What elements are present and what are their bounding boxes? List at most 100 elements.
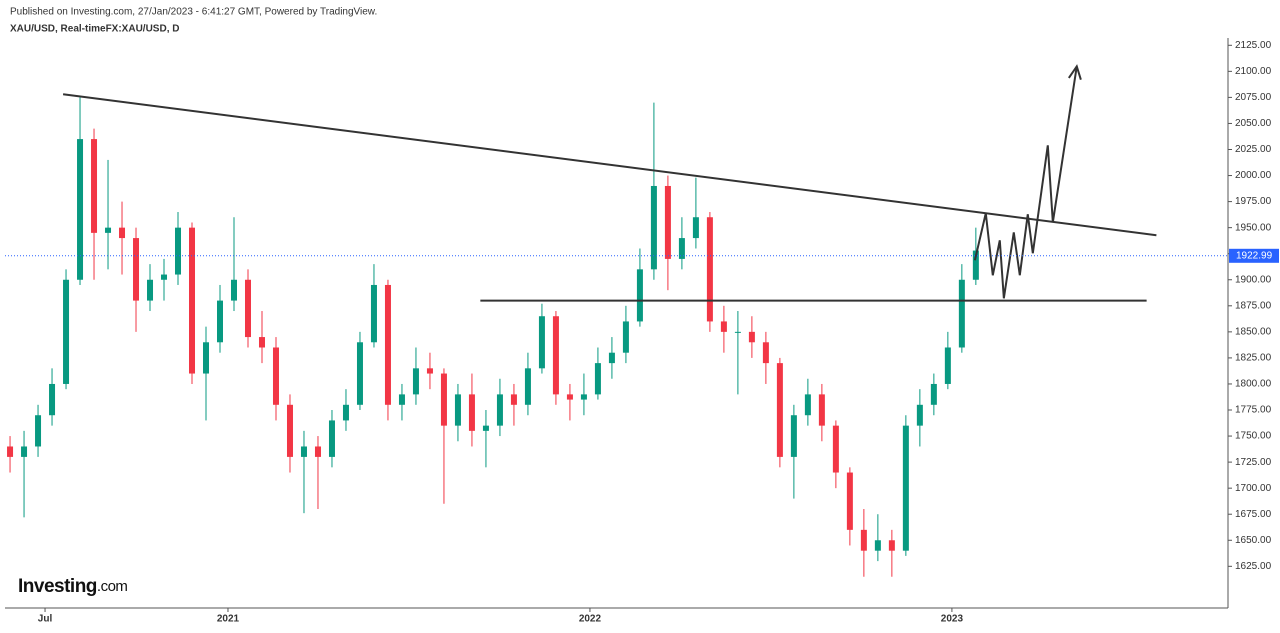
candle-body	[916, 404, 923, 426]
y-tick-label: 1775.00	[1235, 405, 1272, 416]
candle-body	[21, 446, 28, 457]
symbol-title: XAU/USD, Real-timeFX:XAU/USD, D	[10, 24, 179, 35]
candle-body	[440, 373, 447, 426]
candle-body	[776, 363, 783, 457]
candle-body	[342, 404, 349, 421]
candle-body	[622, 321, 629, 353]
candle-body	[720, 321, 727, 332]
candle-body	[7, 446, 14, 457]
candle-body	[272, 347, 279, 405]
trend-drawing	[973, 66, 1078, 299]
candle-body	[189, 227, 196, 374]
y-tick-label: 1800.00	[1235, 379, 1272, 390]
candle-body	[356, 342, 363, 405]
candle-body	[762, 342, 769, 364]
y-tick-label: 1700.00	[1235, 483, 1272, 494]
y-tick-label: 1850.00	[1235, 326, 1272, 337]
candle-body	[77, 139, 84, 280]
candle-body	[314, 446, 321, 457]
candle-body	[650, 185, 657, 270]
candle-body	[846, 472, 853, 530]
candle-body	[874, 540, 881, 551]
y-tick-label: 1900.00	[1235, 274, 1272, 285]
x-tick-label: 2021	[217, 614, 240, 625]
published-note: Published on Investing.com, 27/Jan/2023 …	[10, 7, 377, 18]
candle-body	[888, 540, 895, 551]
candle-body	[734, 331, 741, 333]
candle-body	[258, 337, 265, 348]
candle-body	[384, 284, 391, 405]
candle-body	[790, 415, 797, 457]
candle-body	[454, 394, 461, 426]
logo-suffix: .com	[97, 578, 128, 595]
candle-body	[398, 394, 405, 405]
y-tick-label: 2000.00	[1235, 170, 1272, 181]
x-tick-label: Jul	[38, 614, 53, 625]
candle-body	[119, 227, 126, 239]
y-tick-label: 1975.00	[1235, 196, 1272, 207]
candle-body	[524, 368, 531, 405]
candle-body	[902, 425, 909, 551]
candle-body	[175, 227, 182, 275]
candle-body	[244, 279, 251, 338]
candle-body	[510, 394, 517, 405]
candle-body	[300, 446, 307, 457]
y-tick-label: 1950.00	[1235, 222, 1272, 233]
candle-body	[706, 217, 713, 322]
candle-body	[35, 415, 42, 447]
candle-body	[370, 284, 377, 343]
candle-body	[412, 368, 419, 395]
x-tick-label: 2022	[579, 614, 602, 625]
candle-body	[105, 227, 112, 233]
candle-body	[49, 383, 56, 416]
candle-body	[91, 139, 98, 233]
candle-body	[664, 185, 671, 259]
y-tick-label: 1675.00	[1235, 509, 1272, 520]
arrow-head	[1068, 64, 1082, 81]
candle-body	[63, 279, 70, 384]
candle-body	[930, 383, 937, 405]
candle-body	[468, 394, 475, 431]
y-tick-label: 1825.00	[1235, 353, 1272, 364]
candle-body	[147, 279, 154, 301]
y-tick-label: 1625.00	[1235, 561, 1272, 572]
candle-body	[426, 368, 433, 374]
candle-body	[860, 529, 867, 551]
logo-brand: Investing	[18, 576, 97, 597]
x-tick-label: 2023	[941, 614, 964, 625]
candle-body	[958, 279, 965, 348]
trend-drawing	[62, 93, 1157, 237]
candle-body	[818, 394, 825, 426]
y-tick-label: 2050.00	[1235, 118, 1272, 129]
y-tick-label: 1875.00	[1235, 300, 1272, 311]
last-price-box	[1229, 248, 1279, 263]
candle-body	[594, 363, 601, 395]
y-tick-label: 1725.00	[1235, 457, 1272, 468]
candle-body	[832, 425, 839, 473]
candle-body	[203, 342, 210, 374]
y-tick-label: 2025.00	[1235, 144, 1272, 155]
candle-body	[678, 238, 685, 259]
candle-body	[482, 425, 489, 431]
last-price-label: 1922.99	[1236, 250, 1273, 261]
candle-body	[496, 394, 503, 426]
logo: Investing.com	[18, 576, 127, 597]
candle-body	[692, 217, 699, 239]
candle-body	[161, 274, 168, 280]
candle-body	[230, 279, 237, 301]
candle-body	[972, 250, 979, 280]
candle-body	[566, 394, 573, 400]
candle-body	[608, 352, 615, 364]
y-tick-label: 2100.00	[1235, 66, 1272, 77]
y-tick-label: 2075.00	[1235, 92, 1272, 103]
candle-body	[133, 238, 140, 301]
candle-body	[804, 394, 811, 416]
candle-body	[538, 316, 545, 369]
candle-body	[580, 394, 587, 400]
candle-body	[216, 300, 223, 343]
candle-body	[286, 404, 293, 457]
candle-body	[748, 331, 755, 343]
candle-body	[328, 420, 335, 457]
candle-body	[636, 269, 643, 322]
